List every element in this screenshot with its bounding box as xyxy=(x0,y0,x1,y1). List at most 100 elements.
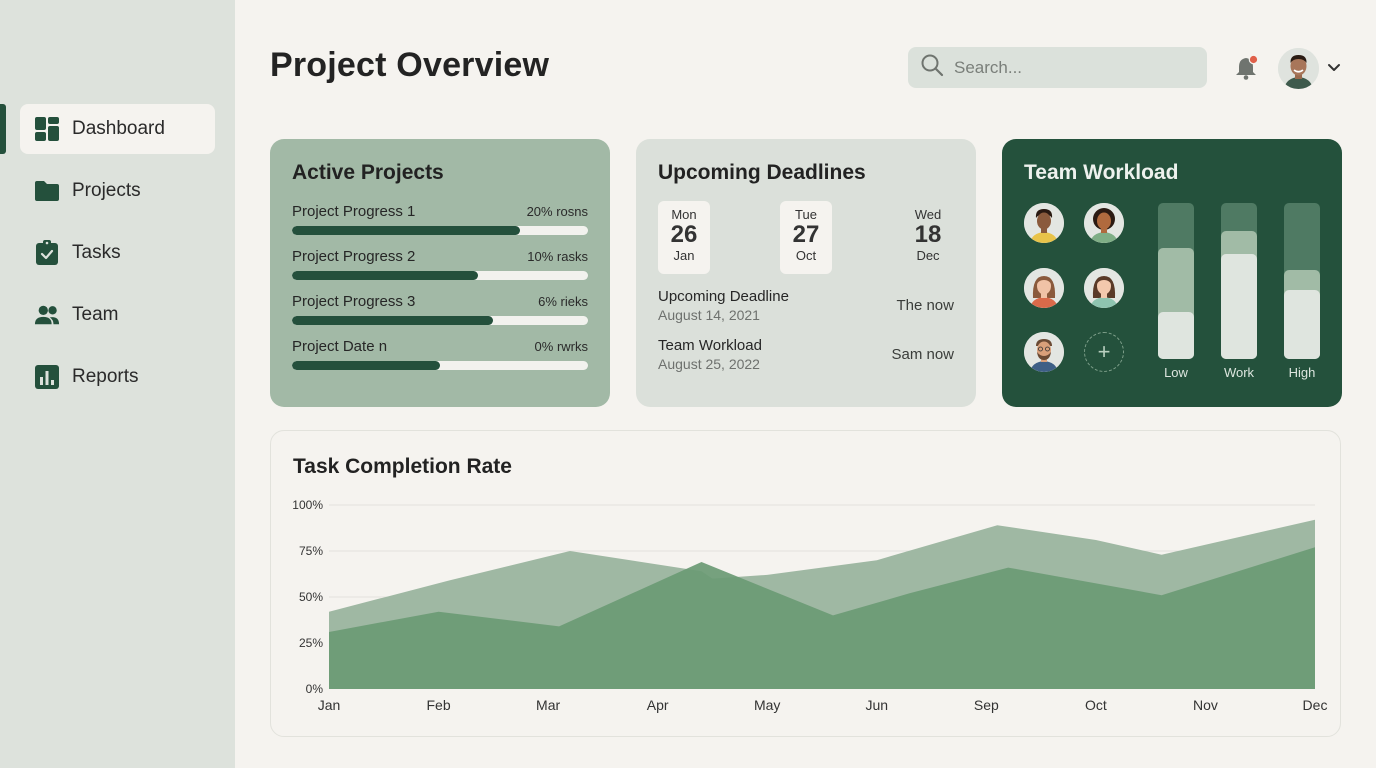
svg-text:Mar: Mar xyxy=(536,697,560,713)
sidebar-item-dashboard[interactable]: Dashboard xyxy=(0,104,215,154)
progress-bar xyxy=(292,361,588,370)
sidebar-item-label: Dashboard xyxy=(72,118,165,139)
sidebar-item-label: Projects xyxy=(72,180,141,201)
team-member-avatar[interactable] xyxy=(1084,267,1124,308)
date-month: Jan xyxy=(673,248,695,263)
notification-badge xyxy=(1248,54,1259,65)
sidebar-nav: Dashboard Projects Tasks Team Reports xyxy=(0,104,235,414)
sidebar-item-projects[interactable]: Projects xyxy=(20,166,215,216)
search-bar[interactable] xyxy=(908,47,1207,88)
svg-text:Jun: Jun xyxy=(865,697,888,713)
progress-bar xyxy=(292,271,588,280)
progress-name: Project Progress 3 xyxy=(292,293,416,310)
area-series xyxy=(329,547,1315,689)
workload-bar-low: Low xyxy=(1158,203,1194,380)
workload-bars: Low Work High xyxy=(1158,203,1320,380)
add-member-button[interactable]: + xyxy=(1084,332,1124,373)
date-chip[interactable]: Mon 26 Jan xyxy=(658,201,710,274)
progress-value: 6% rieks xyxy=(538,294,588,309)
progress-fill xyxy=(292,271,479,280)
svg-text:50%: 50% xyxy=(299,590,323,604)
user-avatar[interactable] xyxy=(1278,48,1319,89)
deadline-name: Team Workload xyxy=(658,337,762,354)
svg-text:0%: 0% xyxy=(306,682,324,696)
date-strip: Mon 26 Jan Tue 27 Oct Wed 18 Dec xyxy=(658,201,954,274)
team-member-avatar[interactable] xyxy=(1024,203,1064,243)
workload-bar xyxy=(1221,203,1257,359)
date-chip[interactable]: Tue 27 Oct xyxy=(780,201,832,274)
svg-text:Sep: Sep xyxy=(974,697,999,713)
bar-chart-icon xyxy=(34,364,60,390)
date-day: 27 xyxy=(792,221,820,248)
deadline-status: The now xyxy=(896,297,954,314)
upcoming-deadlines-card: Upcoming Deadlines Mon 26 Jan Tue 27 Oct… xyxy=(636,139,976,407)
svg-text:Apr: Apr xyxy=(647,697,669,713)
svg-text:Oct: Oct xyxy=(1085,697,1107,713)
chart-title: Task Completion Rate xyxy=(293,455,512,478)
sidebar-item-label: Tasks xyxy=(72,242,121,263)
progress-bar xyxy=(292,316,588,325)
deadline-item[interactable]: Team Workload August 25, 2022 Sam now xyxy=(658,337,954,372)
date-month: Dec xyxy=(916,248,940,263)
svg-text:Nov: Nov xyxy=(1193,697,1218,713)
card-title: Upcoming Deadlines xyxy=(658,161,866,184)
progress-fill xyxy=(292,361,440,370)
svg-text:May: May xyxy=(754,697,780,713)
date-day: 26 xyxy=(670,221,698,248)
svg-text:75%: 75% xyxy=(299,544,323,558)
progress-item: Project Progress 1 20% rosns xyxy=(292,203,588,235)
sidebar-item-reports[interactable]: Reports xyxy=(20,352,215,402)
area-chart: 100% 75% 50% 25% 0%Jan Feb Mar Apr May Jun Sep Oct N… xyxy=(292,498,1328,713)
date-day: 18 xyxy=(914,221,942,248)
team-body: + Low Work High xyxy=(1024,203,1320,380)
notification-button[interactable] xyxy=(1233,54,1261,82)
sidebar-item-tasks[interactable]: Tasks xyxy=(20,228,215,278)
workload-bar-high: High xyxy=(1284,203,1320,380)
workload-bar xyxy=(1158,203,1194,359)
search-input[interactable] xyxy=(954,57,1194,78)
dashboard-icon xyxy=(34,116,60,142)
deadline-item[interactable]: Upcoming Deadline August 14, 2021 The no… xyxy=(658,288,954,323)
progress-list: Project Progress 1 20% rosns Project Prog… xyxy=(292,203,588,370)
active-projects-card: Active Projects Project Progress 1 20% ro… xyxy=(270,139,610,407)
progress-fill xyxy=(292,316,494,325)
progress-name: Project Progress 2 xyxy=(292,248,416,265)
bar-label: Low xyxy=(1164,365,1188,380)
task-completion-chart-card: Task Completion Rate 100% 75% 50% 25% 0% Jan F… xyxy=(270,430,1341,737)
date-chip[interactable]: Wed 18 Dec xyxy=(902,201,954,274)
card-title: Active Projects xyxy=(292,161,444,184)
progress-name: Project Date n xyxy=(292,338,388,355)
svg-text:25%: 25% xyxy=(299,636,323,650)
workload-bar-work: Work xyxy=(1221,203,1257,380)
progress-fill xyxy=(292,226,520,235)
progress-value: 20% rosns xyxy=(526,204,588,219)
bar-label: Work xyxy=(1223,365,1255,380)
deadline-date: August 25, 2022 xyxy=(658,356,760,372)
team-member-avatar[interactable] xyxy=(1024,332,1064,373)
progress-item: Project Progress 3 6% rieks xyxy=(292,293,588,325)
page-title: Project Overview xyxy=(270,46,550,84)
bell-icon xyxy=(1236,54,1259,80)
chevron-down-icon[interactable] xyxy=(1326,60,1342,74)
deadline-name: Upcoming Deadline xyxy=(658,288,789,305)
progress-value: 0% rwrks xyxy=(534,339,588,354)
sidebar-item-label: Team xyxy=(72,304,119,325)
sidebar-item-label: Reports xyxy=(72,366,139,387)
progress-item: Project Date n 0% rwrks xyxy=(292,338,588,370)
sidebar-item-team[interactable]: Team xyxy=(20,290,215,340)
card-title: Team Workload xyxy=(1024,161,1179,184)
search-icon xyxy=(920,53,944,82)
team-avatars: + xyxy=(1024,203,1134,380)
svg-text:Dec: Dec xyxy=(1303,697,1328,713)
folder-icon xyxy=(34,178,60,204)
svg-text:Jan: Jan xyxy=(318,697,341,713)
team-icon xyxy=(34,302,60,328)
deadline-date: August 14, 2021 xyxy=(658,307,760,323)
team-member-avatar[interactable] xyxy=(1024,267,1064,308)
team-member-avatar[interactable] xyxy=(1084,203,1124,243)
team-workload-card: Team Workload + Low Work High xyxy=(1002,139,1342,407)
workload-bar xyxy=(1284,203,1320,359)
progress-name: Project Progress 1 xyxy=(292,203,416,220)
svg-text:Feb: Feb xyxy=(426,697,450,713)
bar-label: High xyxy=(1288,365,1316,380)
